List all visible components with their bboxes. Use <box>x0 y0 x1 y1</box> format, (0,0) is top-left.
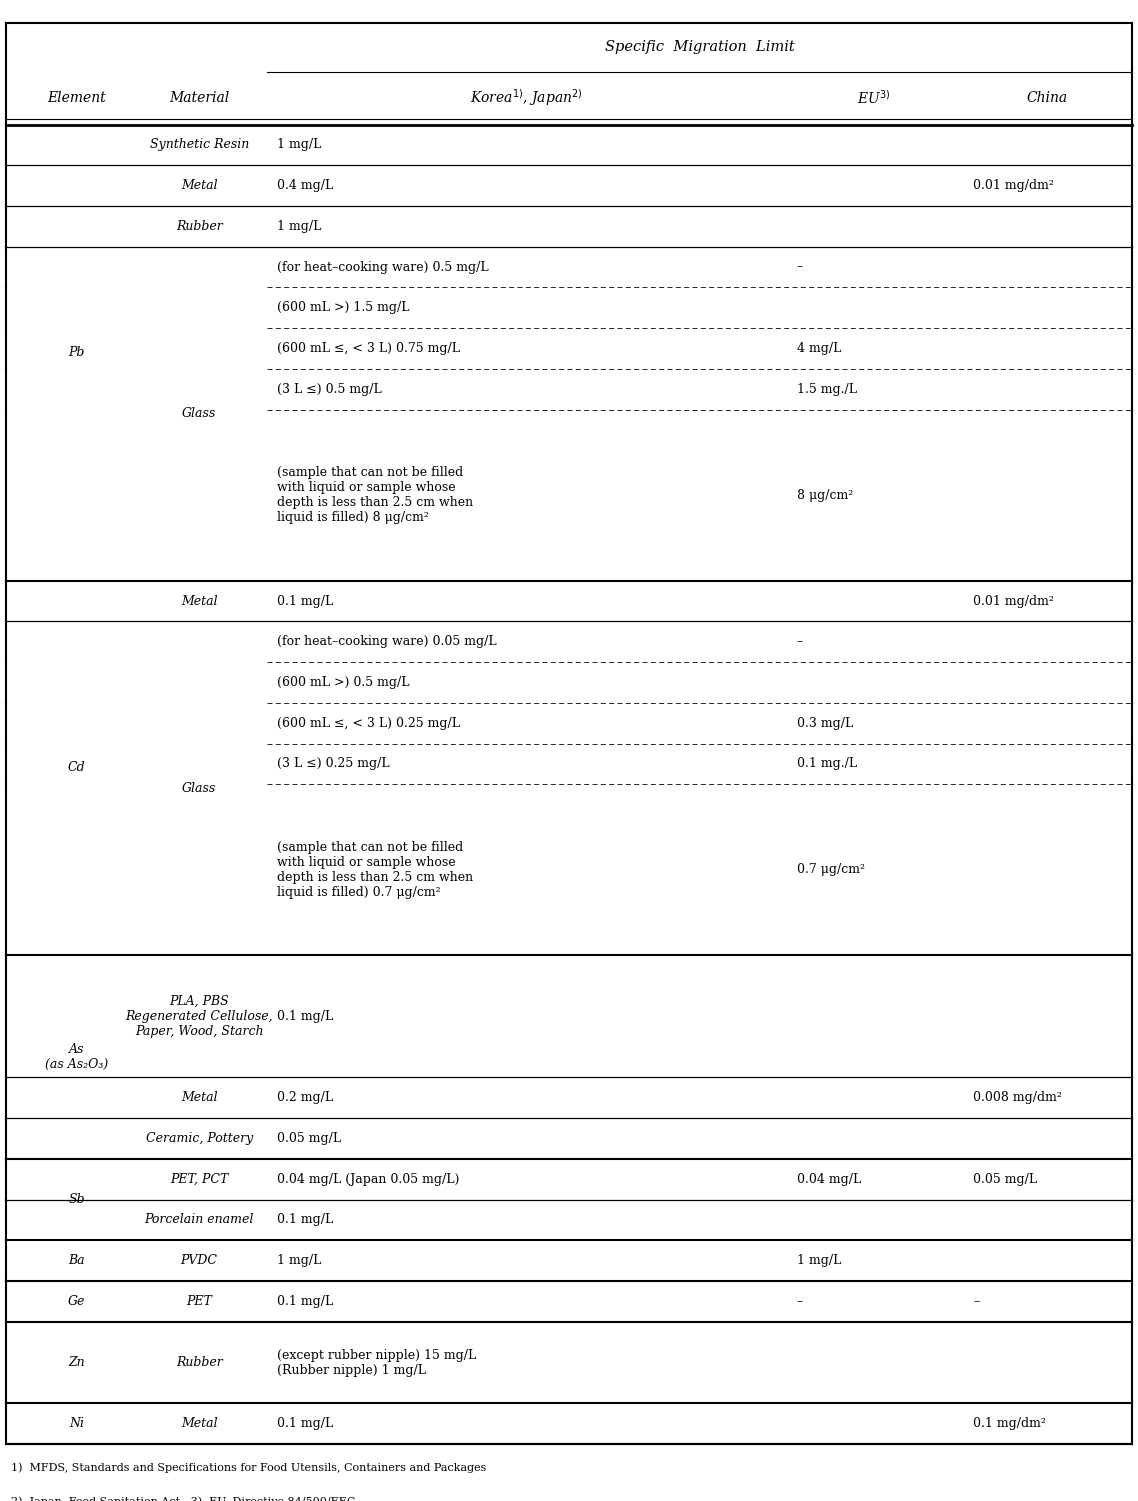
Text: 0.04 mg/L (Japan 0.05 mg/L): 0.04 mg/L (Japan 0.05 mg/L) <box>277 1172 459 1186</box>
Text: Glass: Glass <box>182 407 216 420</box>
Text: Ge: Ge <box>68 1295 85 1307</box>
Text: (3 L ≤) 0.25 mg/L: (3 L ≤) 0.25 mg/L <box>277 758 389 770</box>
Text: Rubber: Rubber <box>175 1355 223 1369</box>
Text: (600 mL >) 1.5 mg/L: (600 mL >) 1.5 mg/L <box>277 302 409 314</box>
Text: –: – <box>973 1295 979 1307</box>
Text: EU$^{3)}$: EU$^{3)}$ <box>857 89 890 107</box>
Text: Cd: Cd <box>68 761 85 775</box>
Text: 0.3 mg/L: 0.3 mg/L <box>797 716 852 729</box>
Text: Metal: Metal <box>181 1091 217 1105</box>
Text: (sample that can not be filled
with liquid or sample whose
depth is less than 2.: (sample that can not be filled with liqu… <box>277 467 472 524</box>
Text: 0.01 mg/dm²: 0.01 mg/dm² <box>973 594 1054 608</box>
Text: 0.4 mg/L: 0.4 mg/L <box>277 179 332 192</box>
Text: Ceramic, Pottery: Ceramic, Pottery <box>146 1132 253 1145</box>
Text: 0.1 mg/dm²: 0.1 mg/dm² <box>973 1417 1046 1430</box>
Text: 1 mg/L: 1 mg/L <box>277 1255 321 1267</box>
Text: (for heat–cooking ware) 0.05 mg/L: (for heat–cooking ware) 0.05 mg/L <box>277 635 496 648</box>
Text: –: – <box>797 1295 802 1307</box>
Text: Synthetic Resin: Synthetic Resin <box>149 138 249 152</box>
Text: China: China <box>1026 92 1067 105</box>
Text: 0.1 mg/L: 0.1 mg/L <box>277 1295 332 1307</box>
Text: As
(as As₂O₃): As (as As₂O₃) <box>46 1043 108 1072</box>
Text: –: – <box>797 261 802 273</box>
Text: PLA, PBS
Regenerated Cellulose,
Paper, Wood, Starch: PLA, PBS Regenerated Cellulose, Paper, W… <box>125 995 273 1037</box>
Text: 0.1 mg/L: 0.1 mg/L <box>277 1010 332 1022</box>
Text: (except rubber nipple) 15 mg/L
(Rubber nipple) 1 mg/L: (except rubber nipple) 15 mg/L (Rubber n… <box>277 1348 476 1376</box>
Text: (3 L ≤) 0.5 mg/L: (3 L ≤) 0.5 mg/L <box>277 383 381 396</box>
Text: (for heat–cooking ware) 0.5 mg/L: (for heat–cooking ware) 0.5 mg/L <box>277 261 488 273</box>
Text: (sample that can not be filled
with liquid or sample whose
depth is less than 2.: (sample that can not be filled with liqu… <box>277 841 472 899</box>
Text: –: – <box>797 635 802 648</box>
Text: Ba: Ba <box>68 1255 85 1267</box>
Text: 0.1 mg/L: 0.1 mg/L <box>277 1417 332 1430</box>
Text: 0.05 mg/L: 0.05 mg/L <box>973 1172 1037 1186</box>
Text: Material: Material <box>170 92 229 105</box>
Text: Metal: Metal <box>181 594 217 608</box>
Text: 0.7 μg/cm²: 0.7 μg/cm² <box>797 863 865 877</box>
Text: (600 mL ≤, < 3 L) 0.75 mg/L: (600 mL ≤, < 3 L) 0.75 mg/L <box>277 342 460 356</box>
Text: 0.01 mg/dm²: 0.01 mg/dm² <box>973 179 1054 192</box>
Text: Pb: Pb <box>68 347 85 359</box>
Text: 0.05 mg/L: 0.05 mg/L <box>277 1132 340 1145</box>
Text: 0.1 mg/L: 0.1 mg/L <box>277 594 332 608</box>
Text: Zn: Zn <box>68 1355 85 1369</box>
Text: PET: PET <box>187 1295 212 1307</box>
Text: 8 μg/cm²: 8 μg/cm² <box>797 489 852 501</box>
Text: (600 mL >) 0.5 mg/L: (600 mL >) 0.5 mg/L <box>277 675 409 689</box>
Text: Metal: Metal <box>181 1417 217 1430</box>
Text: Specific  Migration  Limit: Specific Migration Limit <box>605 41 794 54</box>
Text: (600 mL ≤, < 3 L) 0.25 mg/L: (600 mL ≤, < 3 L) 0.25 mg/L <box>277 716 460 729</box>
Text: Porcelain enamel: Porcelain enamel <box>145 1213 254 1226</box>
Text: PVDC: PVDC <box>181 1255 217 1267</box>
Text: 0.1 mg/L: 0.1 mg/L <box>277 1213 332 1226</box>
Text: 0.04 mg/L: 0.04 mg/L <box>797 1172 860 1186</box>
Text: 1.5 mg./L: 1.5 mg./L <box>797 383 857 396</box>
Text: Element: Element <box>48 92 106 105</box>
Text: Korea$^{1)}$, Japan$^{2)}$: Korea$^{1)}$, Japan$^{2)}$ <box>470 87 583 108</box>
Text: Glass: Glass <box>182 782 216 796</box>
Text: 0.008 mg/dm²: 0.008 mg/dm² <box>973 1091 1062 1105</box>
Text: 1 mg/L: 1 mg/L <box>797 1255 841 1267</box>
Text: Sb: Sb <box>68 1193 85 1207</box>
Text: Rubber: Rubber <box>175 219 223 233</box>
Text: Ni: Ni <box>69 1417 84 1430</box>
Text: 0.1 mg./L: 0.1 mg./L <box>797 758 857 770</box>
Text: 1 mg/L: 1 mg/L <box>277 219 321 233</box>
Text: Metal: Metal <box>181 179 217 192</box>
Text: 1)  MFDS, Standards and Specifications for Food Utensils, Containers and Package: 1) MFDS, Standards and Specifications fo… <box>11 1462 487 1472</box>
Text: 1 mg/L: 1 mg/L <box>277 138 321 152</box>
Text: 2)  Japan, Food Sanitation Act,  3)  EU, Directive 84/500/EEC: 2) Japan, Food Sanitation Act, 3) EU, Di… <box>11 1496 356 1501</box>
Text: PET, PCT: PET, PCT <box>170 1172 229 1186</box>
Text: 0.2 mg/L: 0.2 mg/L <box>277 1091 332 1105</box>
Text: 4 mg/L: 4 mg/L <box>797 342 841 356</box>
